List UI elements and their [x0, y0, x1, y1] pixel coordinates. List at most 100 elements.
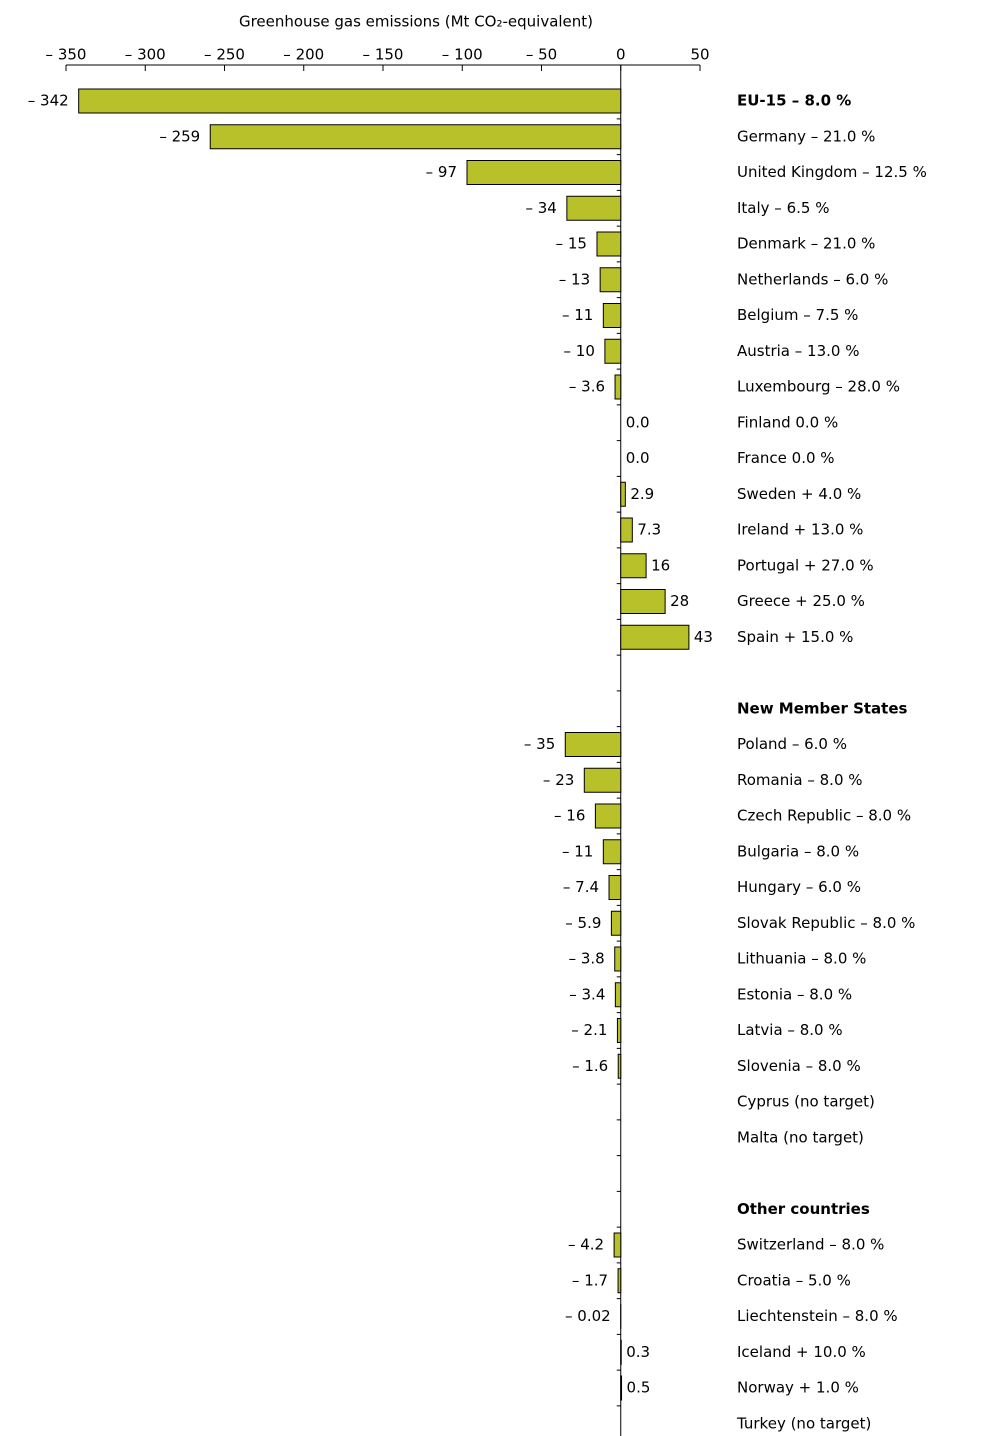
value-label: – 10	[564, 342, 595, 360]
bar	[602, 839, 622, 865]
category-label: United Kingdom – 12.5 %	[737, 163, 927, 181]
category-label: Czech Republic – 8.0 %	[737, 807, 911, 825]
category-label: Turkey (no target)	[736, 1414, 871, 1432]
bar	[620, 624, 690, 650]
category-label: Austria – 13.0 %	[737, 342, 859, 360]
category-label: Lithuania – 8.0 %	[737, 950, 866, 968]
category-label: Greece + 25.0 %	[737, 592, 865, 610]
category-label: New Member States	[737, 699, 908, 717]
bar	[78, 88, 622, 114]
value-label: – 3.6	[569, 378, 605, 396]
bar	[604, 338, 622, 364]
value-label: – 13	[559, 270, 590, 288]
x-tick-label: – 200	[283, 46, 324, 64]
bar	[620, 517, 633, 543]
value-label: – 11	[562, 842, 593, 860]
value-label: – 1.7	[572, 1271, 608, 1289]
category-label: Slovenia – 8.0 %	[737, 1057, 861, 1075]
category-label: Iceland + 10.0 %	[737, 1343, 866, 1361]
bar	[616, 1018, 622, 1043]
x-tick-label: – 150	[363, 46, 404, 64]
category-label: Malta (no target)	[737, 1128, 864, 1146]
category-label: Estonia – 8.0 %	[737, 985, 852, 1003]
category-label: France 0.0 %	[737, 449, 835, 467]
value-label: – 1.6	[572, 1057, 608, 1075]
bar	[466, 160, 622, 185]
value-label: 7.3	[637, 521, 661, 539]
category-label: Netherlands – 6.0 %	[737, 270, 888, 288]
category-label: Hungary – 6.0 %	[737, 878, 861, 896]
category-label: Slovak Republic – 8.0 %	[737, 914, 915, 932]
category-label: Norway + 1.0 %	[737, 1379, 859, 1397]
bar	[617, 1268, 622, 1294]
category-label: Liechtenstein – 8.0 %	[737, 1307, 898, 1325]
value-label: – 23	[543, 771, 574, 789]
bar	[617, 1053, 622, 1079]
value-label: – 34	[526, 199, 557, 217]
value-label: – 16	[554, 807, 585, 825]
value-label: 16	[651, 556, 670, 574]
x-tick-label: – 100	[442, 46, 483, 64]
value-label: 2.9	[630, 485, 654, 503]
category-label: Belgium – 7.5 %	[737, 306, 858, 324]
x-tick-label: – 350	[46, 46, 87, 64]
category-label: Croatia – 5.0 %	[737, 1271, 851, 1289]
value-label: – 4.2	[568, 1236, 604, 1254]
bar	[614, 946, 622, 972]
bar	[209, 124, 622, 150]
value-label: 0.3	[626, 1343, 650, 1361]
category-label: Cyprus (no target)	[737, 1093, 875, 1111]
value-label: 28	[670, 592, 689, 610]
bar	[620, 481, 626, 507]
value-label: – 11	[562, 306, 593, 324]
category-label: Finland 0.0 %	[737, 413, 838, 431]
x-tick-label: 50	[690, 46, 709, 64]
value-label: – 97	[426, 163, 457, 181]
axis-title: Greenhouse gas emissions (Mt CO₂-equival…	[239, 13, 593, 31]
value-label: – 15	[556, 235, 587, 253]
bar	[583, 767, 622, 793]
value-label: – 5.9	[565, 914, 601, 932]
value-label: 43	[694, 628, 713, 646]
bar	[608, 875, 622, 900]
category-label: Romania – 8.0 %	[737, 771, 863, 789]
value-label: – 342	[28, 92, 69, 110]
bar	[599, 267, 622, 293]
value-label: – 35	[524, 735, 555, 753]
value-label: – 3.8	[569, 950, 605, 968]
bar	[614, 374, 622, 400]
category-label: EU-15 – 8.0 %	[737, 92, 851, 110]
value-label: – 2.1	[571, 1021, 607, 1039]
x-tick-label: – 250	[204, 46, 245, 64]
category-label: Other countries	[737, 1200, 870, 1218]
category-label: Luxembourg – 28.0 %	[737, 378, 900, 396]
bar	[596, 231, 622, 257]
bar	[602, 303, 622, 328]
bar	[620, 1375, 623, 1401]
bar	[620, 553, 647, 579]
value-label: 0.0	[626, 413, 650, 431]
category-label: Portugal + 27.0 %	[737, 556, 874, 574]
category-label: Germany – 21.0 %	[737, 127, 875, 145]
value-label: – 3.4	[569, 985, 605, 1003]
bar	[610, 910, 622, 936]
bar	[594, 803, 622, 829]
category-label: Sweden + 4.0 %	[737, 485, 861, 503]
category-label: Latvia – 8.0 %	[737, 1021, 843, 1039]
bar	[613, 1232, 622, 1258]
category-label: Switzerland – 8.0 %	[737, 1236, 884, 1254]
x-tick-label: – 50	[526, 46, 557, 64]
value-label: 0.0	[626, 449, 650, 467]
category-label: Italy – 6.5 %	[737, 199, 829, 217]
value-label: – 0.02	[565, 1307, 611, 1325]
value-label: – 259	[159, 127, 200, 145]
value-label: – 7.4	[563, 878, 599, 896]
category-label: Spain + 15.0 %	[737, 628, 853, 646]
bar	[614, 982, 622, 1008]
category-label: Denmark – 21.0 %	[737, 235, 875, 253]
bar	[620, 589, 666, 614]
category-label: Ireland + 13.0 %	[737, 521, 863, 539]
bar	[566, 195, 622, 221]
value-label: 0.5	[627, 1379, 651, 1397]
